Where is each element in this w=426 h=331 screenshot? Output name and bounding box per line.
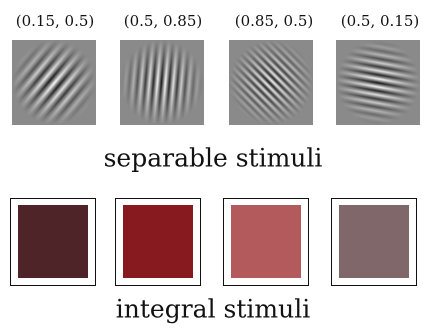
color-swatch [116,199,201,286]
gabor-patch [120,40,204,125]
gabor-patch [336,40,420,125]
stimulus-label: (0.85, 0.5) [235,12,314,30]
gabor-patch [12,40,96,125]
page: (0.15, 0.5) (0.5, 0.85) (0.85, 0.5) (0.5… [0,0,426,331]
stimulus-label: (0.5, 0.15) [341,12,420,30]
color-swatch [224,199,309,286]
color-swatch [332,199,417,286]
stimulus-label: (0.15, 0.5) [16,12,95,30]
section-title: separable stimuli [104,144,323,173]
stimulus-label: (0.5, 0.85) [124,12,203,30]
color-swatch [11,199,96,286]
gabor-patch [229,40,313,125]
figure: (0.15, 0.5) (0.5, 0.85) (0.85, 0.5) (0.5… [0,0,426,331]
section-title: integral stimuli [116,295,310,324]
